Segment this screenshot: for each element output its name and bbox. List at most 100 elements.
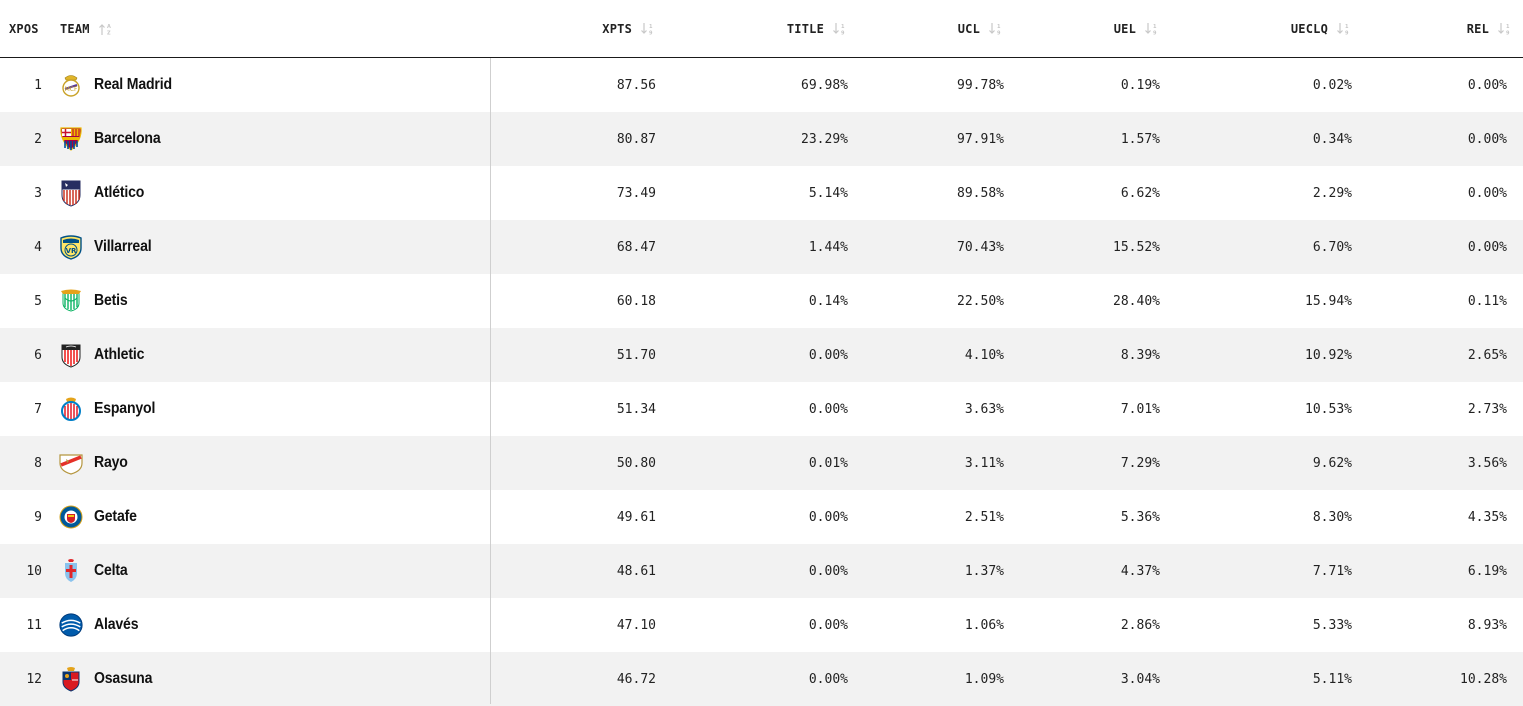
osasuna-crest-icon xyxy=(58,666,84,692)
row-rel: 0.00% xyxy=(1467,77,1507,93)
row-ueclq: 5.11% xyxy=(1312,671,1352,687)
team-name[interactable]: Villarreal xyxy=(94,238,152,255)
row-team[interactable]: Alavés xyxy=(58,598,144,652)
row-team[interactable]: Atlético xyxy=(58,166,151,220)
team-name[interactable]: Osasuna xyxy=(94,670,153,687)
row-ucl: 1.09% xyxy=(964,671,1004,687)
svg-text:9: 9 xyxy=(997,30,1001,36)
row-team[interactable]: Barcelona xyxy=(58,112,170,166)
row-rel: 0.00% xyxy=(1467,185,1507,201)
svg-text:Z: Z xyxy=(107,30,111,36)
row-xpts: 60.18 xyxy=(616,293,656,309)
table-row[interactable]: 4 VR Villarreal 68.47 1.44% 70.43% 15.52% 6.70%… xyxy=(0,220,1523,274)
row-team[interactable]: Celta xyxy=(58,544,132,598)
row-team[interactable]: VR Villarreal xyxy=(58,220,159,274)
row-xpts: 46.72 xyxy=(616,671,656,687)
table-row[interactable]: 9 Getafe 49.61 0.00% 2.51% 5.36% 8.30% 4.35% xyxy=(0,490,1523,544)
row-ucl: 1.06% xyxy=(964,617,1004,633)
row-ueclq: 6.70% xyxy=(1312,239,1352,255)
row-rel: 3.56% xyxy=(1467,455,1507,471)
row-team[interactable]: Athletic xyxy=(58,328,151,382)
row-team[interactable]: Osasuna xyxy=(58,652,160,706)
row-rel: 8.93% xyxy=(1467,617,1507,633)
header-rel-label: REL xyxy=(1466,21,1489,36)
table-row[interactable]: 3 Atlético 73.49 5.14% 89.58% 6.62% 2.29% 0.00% xyxy=(0,166,1523,220)
team-name[interactable]: Rayo xyxy=(94,454,128,471)
row-xpts: 49.61 xyxy=(616,509,656,525)
table-row[interactable]: 11 Alavés 47.10 0.00% 1.06% 2.86% 5.33% 8.93% xyxy=(0,598,1523,652)
real-madrid-crest-icon: MCF xyxy=(58,72,84,98)
espanyol-crest-icon xyxy=(58,396,84,422)
svg-text:1: 1 xyxy=(997,24,1001,30)
barcelona-crest-icon xyxy=(58,126,84,152)
team-name[interactable]: Real Madrid xyxy=(94,76,172,93)
header-title-label: TITLE xyxy=(786,21,824,36)
svg-text:9: 9 xyxy=(1506,30,1510,36)
row-team[interactable]: Getafe xyxy=(58,490,143,544)
row-uel: 6.62% xyxy=(1120,185,1160,201)
table-row[interactable]: 2 Barcelona 80.87 23.29% 97.91% 1.57% 0.34% 0.0… xyxy=(0,112,1523,166)
table-row[interactable]: 12 Osasuna 46.72 0.00% 1.09% 3.04% 5.11% 10.28% xyxy=(0,652,1523,706)
row-team[interactable]: Rayo xyxy=(58,436,132,490)
row-ueclq: 10.53% xyxy=(1305,401,1352,417)
team-name[interactable]: Espanyol xyxy=(94,400,156,417)
row-title: 0.01% xyxy=(808,455,848,471)
team-name[interactable]: Betis xyxy=(94,292,128,309)
table-body: 1 MCF Real Madrid 87.56 69.98% 99.78% 0.19% 0.0… xyxy=(0,58,1523,706)
row-pos: 10 xyxy=(26,563,42,579)
row-pos: 11 xyxy=(26,617,42,633)
row-title: 0.00% xyxy=(808,401,848,417)
row-title: 69.98% xyxy=(801,77,848,93)
table-row[interactable]: 10 Celta 48.61 0.00% 1.37% 4.37% 7.71% 6.19% xyxy=(0,544,1523,598)
table-row[interactable]: 8 Rayo 50.80 0.01% 3.11% 7.29% 9.62% 3.56% xyxy=(0,436,1523,490)
row-xpts: 47.10 xyxy=(616,617,656,633)
team-name[interactable]: Barcelona xyxy=(94,130,161,147)
row-pos: 7 xyxy=(34,401,42,417)
row-uel: 28.40% xyxy=(1113,293,1160,309)
team-name[interactable]: Celta xyxy=(94,562,128,579)
athletic-crest-icon xyxy=(58,342,84,368)
team-name[interactable]: Atlético xyxy=(94,184,145,201)
header-pos[interactable]: XPOS xyxy=(9,0,39,57)
row-rel: 2.73% xyxy=(1467,401,1507,417)
header-team-label: TEAM xyxy=(60,21,90,36)
table-row[interactable]: 5 Betis 60.18 0.14% 22.50% 28.40% 15.94% 0.11% xyxy=(0,274,1523,328)
row-uel: 7.01% xyxy=(1120,401,1160,417)
table-row[interactable]: 6 Athletic 51.70 0.00% 4.10% 8.39% 10.92% 2.65% xyxy=(0,328,1523,382)
row-uel: 4.37% xyxy=(1120,563,1160,579)
row-ucl: 3.11% xyxy=(964,455,1004,471)
row-pos: 8 xyxy=(34,455,42,471)
row-title: 0.00% xyxy=(808,563,848,579)
team-name[interactable]: Alavés xyxy=(94,616,139,633)
table-row[interactable]: 1 MCF Real Madrid 87.56 69.98% 99.78% 0.19% 0.0… xyxy=(0,58,1523,112)
svg-text:MCF: MCF xyxy=(65,86,78,93)
row-title: 5.14% xyxy=(808,185,848,201)
row-uel: 5.36% xyxy=(1120,509,1160,525)
svg-text:1: 1 xyxy=(649,24,653,30)
row-team[interactable]: Betis xyxy=(58,274,132,328)
table-row[interactable]: 7 Espanyol 51.34 0.00% 3.63% 7.01% 10.53% 2.73% xyxy=(0,382,1523,436)
team-name[interactable]: Getafe xyxy=(94,508,137,525)
row-xpts: 50.80 xyxy=(616,455,656,471)
row-team[interactable]: Espanyol xyxy=(58,382,164,436)
row-xpts: 87.56 xyxy=(616,77,656,93)
row-team[interactable]: MCF Real Madrid xyxy=(58,58,183,112)
row-ueclq: 2.29% xyxy=(1312,185,1352,201)
team-name[interactable]: Athletic xyxy=(94,346,145,363)
svg-text:9: 9 xyxy=(1153,30,1157,36)
